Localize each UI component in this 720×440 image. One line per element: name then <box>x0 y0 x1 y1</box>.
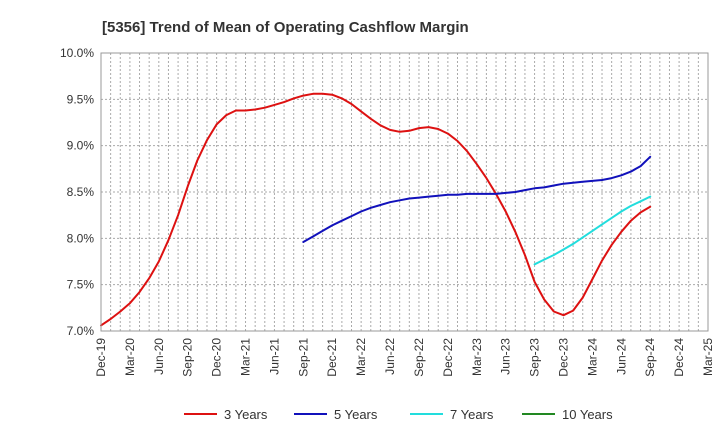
series-line-7-years <box>533 195 652 266</box>
x-tick-label: Mar-24 <box>585 338 599 376</box>
x-tick-label: Sep-22 <box>412 338 426 377</box>
series-line-3-years <box>100 92 652 327</box>
y-tick-label: 8.0% <box>67 231 95 245</box>
legend-label: 3 Years <box>224 407 268 422</box>
x-tick-label: Dec-19 <box>94 338 108 377</box>
y-tick-label: 10.0% <box>60 46 94 60</box>
x-tick-label: Jun-20 <box>152 338 166 375</box>
x-tick-label: Dec-23 <box>556 338 570 377</box>
x-tick-label: Jun-24 <box>614 338 628 375</box>
plot-frame <box>100 52 709 332</box>
legend-label: 7 Years <box>450 407 494 422</box>
y-axis-ticks: 7.0% 7.5% 8.0% 8.5% 9.0% 9.5% 10.0% <box>60 46 94 338</box>
chart-title: [5356] Trend of Mean of Operating Cashfl… <box>102 19 469 36</box>
x-axis-ticks: Dec-19 Mar-20 Jun-20 Sep-20 Dec-20 Mar-21 Jun-… <box>94 338 715 377</box>
x-tick-label: Sep-20 <box>181 338 195 377</box>
x-tick-label: Dec-21 <box>325 338 339 377</box>
x-tick-label: Mar-20 <box>123 338 137 376</box>
legend: 3 Years 5 Years 7 Years 10 Years <box>184 407 613 422</box>
x-tick-label: Sep-21 <box>296 338 310 377</box>
x-tick-label: Mar-23 <box>470 338 484 376</box>
x-tick-label: Mar-21 <box>239 338 253 376</box>
series-lines <box>100 92 652 327</box>
x-tick-label: Jun-21 <box>267 338 281 375</box>
x-tick-label: Mar-22 <box>354 338 368 376</box>
x-tick-label: Jun-22 <box>383 338 397 375</box>
x-tick-label: Jun-23 <box>499 338 513 375</box>
series-line-5-years <box>302 155 652 243</box>
y-tick-label: 9.0% <box>67 139 95 153</box>
x-tick-label: Dec-22 <box>441 338 455 377</box>
y-tick-label: 7.0% <box>67 324 95 338</box>
legend-label: 5 Years <box>334 407 378 422</box>
x-tick-label: Dec-20 <box>210 338 224 377</box>
legend-label: 10 Years <box>562 407 613 422</box>
x-tick-label: Mar-25 <box>701 338 715 376</box>
x-tick-label: Sep-24 <box>643 338 657 377</box>
x-tick-label: Sep-23 <box>528 338 542 377</box>
grid <box>100 52 709 332</box>
y-tick-label: 8.5% <box>67 185 95 199</box>
y-tick-label: 7.5% <box>67 278 95 292</box>
y-tick-label: 9.5% <box>67 92 95 106</box>
x-tick-label: Dec-24 <box>672 338 686 377</box>
